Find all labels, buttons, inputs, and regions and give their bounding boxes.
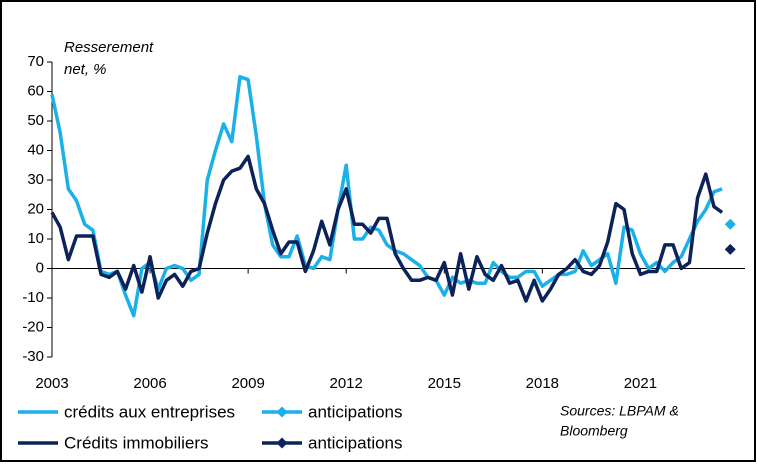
source: Bloomberg	[560, 423, 628, 439]
y-tick-label: 10	[27, 230, 44, 247]
y-tick-label: 60	[27, 82, 44, 99]
series-line	[50, 75, 723, 318]
legend-label: crédits aux entreprises	[64, 402, 235, 421]
x-tick-label: 2003	[35, 375, 68, 392]
y-tick-label: 30	[27, 171, 44, 188]
legend-marker	[276, 437, 288, 449]
legend-label: anticipations	[308, 433, 403, 452]
x-tick-label: 2018	[526, 375, 559, 392]
legend-label: Crédits immobiliers	[64, 433, 209, 452]
anticipation-point	[724, 243, 736, 255]
y-tick-label: -10	[22, 289, 44, 306]
y-tick-label: -30	[22, 348, 44, 365]
anticipation-point	[724, 218, 736, 230]
y-tick-label: 70	[27, 53, 44, 70]
x-tick-label: 2012	[330, 375, 363, 392]
y-tick-label: 20	[27, 200, 44, 217]
x-tick-label: 2009	[231, 375, 264, 392]
y-label: Resserement	[64, 39, 154, 56]
x-tick-label: 2006	[133, 375, 166, 392]
y-tick-label: 0	[36, 259, 44, 276]
source: Sources: LBPAM &	[560, 403, 679, 419]
y-tick-label: 40	[27, 141, 44, 158]
legend-label: anticipations	[308, 402, 403, 421]
x-tick-label: 2021	[624, 375, 657, 392]
y-tick-label: 50	[27, 112, 44, 129]
x-tick-label: 2015	[428, 375, 461, 392]
y-label: net, %	[64, 61, 107, 78]
legend-marker	[276, 406, 288, 418]
y-tick-label: -20	[22, 318, 44, 335]
series-line	[50, 154, 724, 303]
